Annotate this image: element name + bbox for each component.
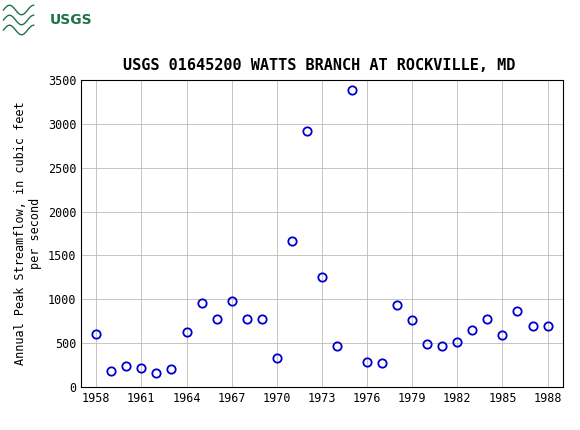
FancyBboxPatch shape: [3, 2, 81, 38]
Text: USGS: USGS: [49, 13, 92, 27]
Y-axis label: Annual Peak Streamflow, in cubic feet
per second: Annual Peak Streamflow, in cubic feet pe…: [14, 101, 42, 366]
Text: USGS 01645200 WATTS BRANCH AT ROCKVILLE, MD: USGS 01645200 WATTS BRANCH AT ROCKVILLE,…: [123, 58, 515, 73]
